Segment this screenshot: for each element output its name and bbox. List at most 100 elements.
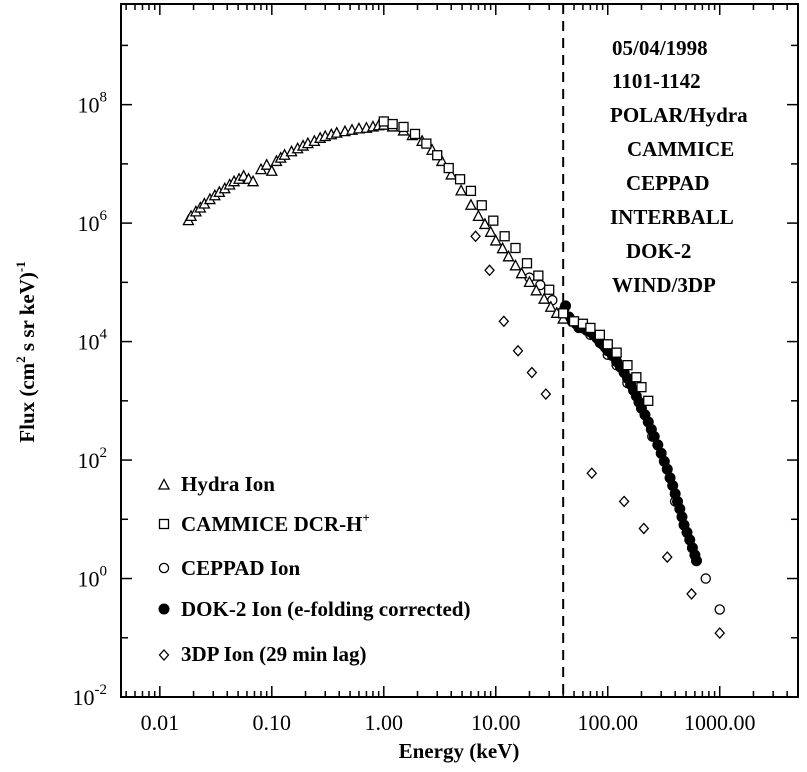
cammice-point	[378, 116, 389, 127]
y-axis-title-sup2: -1	[13, 261, 28, 272]
hydra-ion-point	[537, 292, 551, 304]
annotation-ceppad: CEPPAD	[626, 171, 710, 195]
hydra-ion-point	[484, 225, 497, 237]
y-tick-label: 104	[78, 327, 108, 355]
cammice-point	[465, 185, 477, 197]
dok2-point	[690, 555, 702, 567]
legend-label-cammice: CAMMICE DCR-H+	[181, 510, 370, 536]
wind-3dp-point	[484, 264, 495, 277]
wind-3dp-point	[498, 315, 510, 328]
wind-3dp-point	[714, 627, 726, 640]
y-tick-label-exp: -2	[95, 682, 108, 698]
wind-3dp-point	[661, 551, 673, 564]
cammice-point	[432, 150, 443, 161]
hydra-ion-point	[530, 283, 543, 296]
legend: Hydra Ion CAMMICE DCR-H+ CEPPAD Ion DOK-…	[157, 472, 470, 666]
legend-icon-square	[158, 518, 170, 530]
hydra-ion-point	[352, 121, 366, 134]
x-tick-label: 0.01	[141, 710, 180, 735]
x-tick-label: 10.00	[471, 710, 521, 735]
series-cammice	[378, 116, 654, 406]
annotation-block: 05/04/1998 1101-1142 POLAR/Hydra CAMMICE…	[610, 36, 748, 297]
cammice-point	[398, 121, 409, 133]
ceppad-point	[714, 604, 725, 615]
annotation-time: 1101-1142	[612, 69, 701, 93]
wind-3dp-point	[686, 587, 697, 600]
wind-3dp-point	[618, 495, 630, 508]
cammice-point	[443, 162, 454, 174]
y-tick-label-base: 10	[73, 685, 95, 710]
hydra-ion-point	[472, 209, 485, 222]
cammice-point	[488, 215, 499, 226]
hydra-ion-point	[265, 164, 278, 176]
hydra-ion-point	[478, 217, 491, 230]
annotation-interball: INTERBALL	[610, 205, 734, 229]
legend-label-cammice-sup: +	[362, 510, 369, 525]
legend-marker-dok2	[158, 603, 170, 615]
legend-marker-hydra	[157, 478, 171, 490]
y-tick-label-exp: 2	[100, 445, 108, 461]
x-axis-title: Energy (keV)	[399, 739, 520, 763]
hydra-ion-point	[523, 275, 536, 287]
cammice-point	[387, 118, 398, 130]
y-tick-label-exp: 8	[100, 90, 108, 106]
legend-marker-cammice	[158, 518, 170, 530]
cammice-point	[585, 322, 596, 334]
cammice-point	[499, 231, 510, 242]
cammice-point	[568, 316, 580, 327]
x-axis-tick-labels: 0.01 0.10 1.00 10.00 100.00 1000.00	[141, 710, 756, 735]
legend-label-ceppad: CEPPAD Ion	[181, 556, 301, 580]
x-tick-label: 1000.00	[684, 710, 756, 735]
cammice-point	[643, 395, 654, 406]
series-dok2	[560, 300, 702, 567]
legend-icon-diamond	[158, 649, 170, 661]
plot-frame	[120, 3, 799, 698]
y-axis-ticks	[121, 44, 798, 698]
cammice-point	[533, 270, 544, 281]
y-axis-title-mid: s sr keV)	[15, 272, 39, 356]
y-axis-title: Flux (cm2 s sr keV)-1	[13, 261, 39, 442]
wind-3dp-point	[586, 467, 598, 480]
y-tick-label: 10-2	[73, 682, 108, 710]
y-tick-label-base: 10	[78, 448, 100, 473]
y-axis-title-sup1: 2	[13, 356, 28, 363]
cammice-point	[636, 382, 647, 393]
y-tick-label: 102	[78, 445, 108, 473]
y-tick-label-base: 10	[78, 93, 100, 118]
cammice-point	[409, 128, 421, 140]
y-tick-label-base: 10	[78, 567, 100, 592]
hydra-ion-point	[455, 183, 468, 196]
wind-3dp-point	[512, 344, 524, 357]
y-tick-label-exp: 0	[100, 564, 108, 580]
annotation-cammice: CAMMICE	[627, 137, 734, 161]
hydra-ion-point	[330, 126, 343, 138]
x-tick-label: 1.00	[365, 710, 404, 735]
cammice-point	[421, 138, 432, 149]
cammice-point	[521, 258, 533, 269]
ceppad-point	[700, 573, 711, 584]
hydra-ion-point	[489, 234, 502, 246]
legend-marker-3dp	[158, 649, 170, 661]
hydra-ion-point	[544, 300, 557, 312]
annotation-dok2: DOK-2	[626, 239, 691, 263]
series-wind-3dp	[470, 230, 726, 640]
hydra-ion-point	[496, 241, 509, 254]
y-tick-label-base: 10	[78, 330, 100, 355]
y-tick-label: 106	[78, 208, 108, 236]
annotation-date: 05/04/1998	[612, 36, 708, 60]
y-tick-label-exp: 6	[100, 208, 108, 224]
legend-icon-circle	[158, 562, 170, 574]
cammice-point	[611, 347, 622, 358]
annotation-polar-hydra: POLAR/Hydra	[610, 103, 748, 127]
legend-label-3dp: 3DP Ion (29 min lag)	[181, 642, 367, 666]
legend-label-cammice-text: CAMMICE DCR-H	[181, 512, 362, 536]
legend-icon-triangle	[157, 478, 171, 490]
annotation-wind-3dp: WIND/3DP	[612, 273, 716, 297]
cammice-point	[594, 329, 605, 340]
y-tick-label-exp: 4	[100, 327, 108, 343]
hydra-ion-point	[445, 168, 458, 180]
y-tick-label: 108	[78, 90, 108, 118]
legend-marker-ceppad	[158, 562, 170, 574]
data-series-layer	[182, 116, 726, 640]
